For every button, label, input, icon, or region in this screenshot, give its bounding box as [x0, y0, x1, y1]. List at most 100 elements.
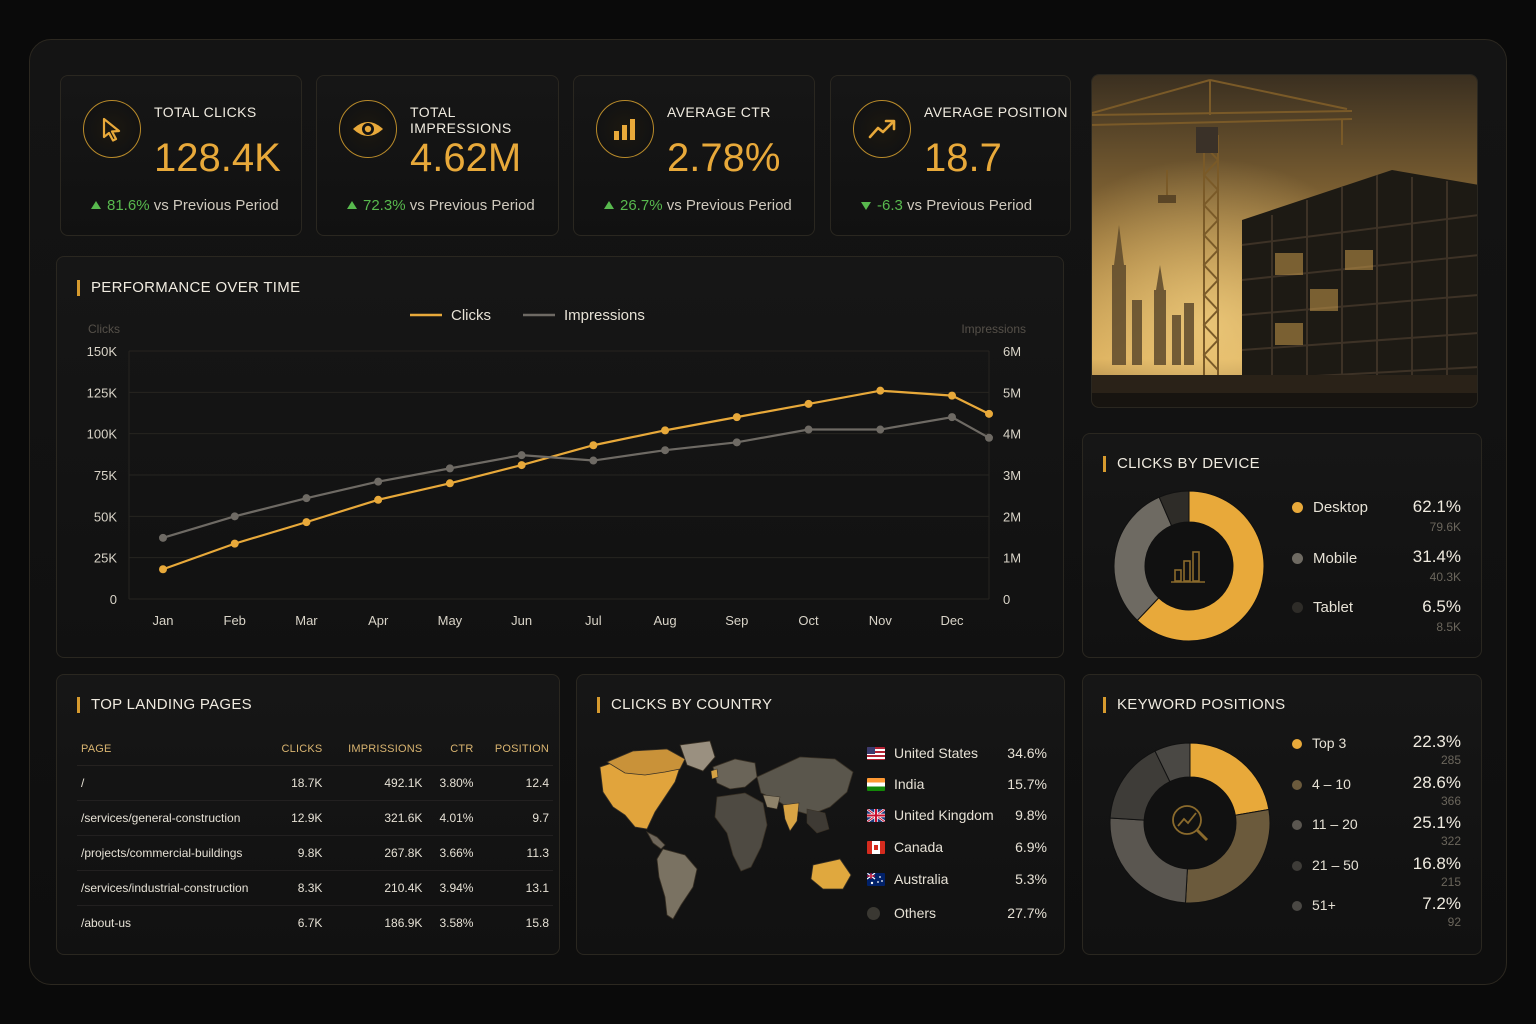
data-point-impressions[interactable]	[948, 413, 956, 422]
legend-impressions-label[interactable]: Impressions	[564, 307, 645, 324]
left-axis-caption: Clicks	[88, 322, 120, 336]
kpi-card-total-clicks[interactable]: TOTAL CLICKS 128.4K 81.6% vs Previous Pe…	[60, 75, 302, 236]
country-row-india[interactable]: India 15.7%	[867, 776, 1047, 792]
device-legend-desktop[interactable]: Desktop	[1292, 499, 1368, 516]
performance-title: PERFORMANCE OVER TIME	[77, 279, 300, 296]
keyword-legend-item[interactable]: 4 – 10	[1292, 776, 1351, 792]
keyword-positions-card: KEYWORD POSITIONS Top 3 22.3% 285 4 – 10 28.…	[1082, 674, 1482, 955]
page-path[interactable]: /about-us	[81, 916, 132, 931]
device-legend-tablet[interactable]: Tablet	[1292, 599, 1353, 616]
country-row-others[interactable]: Others 27.7%	[867, 905, 1047, 921]
table-row[interactable]: /about-us 6.7K 186.9K 3.58% 15.8	[77, 906, 553, 941]
data-point-clicks[interactable]	[985, 409, 993, 418]
device-donut-chart	[1113, 490, 1265, 642]
table-row[interactable]: / 18.7K 492.1K 3.80% 12.4	[77, 765, 553, 801]
australia-flag-icon	[867, 873, 885, 886]
column-header[interactable]: CTR	[426, 737, 478, 766]
device-card: CLICKS BY DEVICE Desktop 62.1% 79.6K Mob…	[1082, 433, 1482, 658]
map-india[interactable]	[782, 802, 800, 832]
data-point-impressions[interactable]	[159, 533, 167, 542]
construction-photo	[1091, 74, 1478, 408]
country-row-australia[interactable]: Australia 5.3%	[867, 871, 1047, 887]
data-point-impressions[interactable]	[302, 494, 311, 503]
legend-clicks-label[interactable]: Clicks	[451, 307, 491, 324]
data-point-impressions[interactable]	[589, 456, 598, 465]
keyword-legend-item[interactable]: Top 3	[1292, 735, 1346, 751]
data-point-impressions[interactable]	[517, 451, 526, 460]
data-point-impressions[interactable]	[876, 425, 885, 434]
data-point-clicks[interactable]	[661, 426, 670, 435]
page-path[interactable]: /services/industrial-construction	[77, 870, 267, 906]
y-tick-label-right: 2M	[1003, 509, 1021, 524]
data-point-clicks[interactable]	[948, 391, 956, 400]
globe-icon	[867, 907, 880, 920]
data-point-clicks[interactable]	[804, 399, 813, 408]
data-point-impressions[interactable]	[804, 425, 813, 434]
keyword-donut-chart	[1109, 742, 1271, 904]
kpi-label: AVERAGE CTR	[667, 104, 771, 120]
country-row-united-states[interactable]: United States 34.6%	[867, 745, 1047, 761]
column-header[interactable]: PAGE	[77, 737, 267, 766]
legend-dot	[1292, 553, 1303, 564]
kpi-delta: 26.7% vs Previous Period	[604, 197, 792, 214]
data-point-impressions[interactable]	[661, 446, 670, 455]
table-row[interactable]: /services/industrial-construction 8.3K 2…	[77, 870, 553, 906]
y-tick-label-left: 25K	[94, 551, 117, 566]
map-southeast-asia	[806, 808, 830, 834]
position-cell: 9.7	[477, 800, 553, 836]
position-cell: 12.4	[477, 765, 553, 801]
map-canada[interactable]	[606, 748, 686, 776]
keyword-pct: 7.2%	[1422, 894, 1461, 913]
kpi-card-average-ctr[interactable]: AVERAGE CTR 2.78% 26.7% vs Previous Peri…	[573, 75, 815, 236]
data-point-impressions[interactable]	[374, 477, 383, 486]
device-count: 40.3K	[1429, 570, 1461, 584]
impressions-cell: 210.4K	[326, 870, 427, 906]
data-point-impressions[interactable]	[445, 464, 454, 473]
data-point-clicks[interactable]	[517, 461, 526, 470]
data-point-clicks[interactable]	[589, 441, 598, 450]
data-point-impressions[interactable]	[732, 438, 741, 447]
column-header[interactable]: CLICKS	[267, 737, 327, 766]
device-legend-mobile[interactable]: Mobile	[1292, 550, 1357, 567]
kpi-card-total-impressions[interactable]: TOTAL IMPRESSIONS 4.62M 72.3% vs Previou…	[316, 75, 559, 236]
cursor-icon	[83, 100, 141, 158]
data-point-clicks[interactable]	[445, 479, 454, 488]
page-path[interactable]: /services/general-construction	[77, 800, 267, 836]
keyword-count: 366	[1440, 794, 1461, 808]
page-path[interactable]: /projects/commercial-buildings	[77, 835, 267, 871]
y-tick-label-left: 100K	[87, 427, 118, 442]
data-point-clicks[interactable]	[302, 518, 311, 527]
data-point-clicks[interactable]	[230, 539, 239, 548]
table-row[interactable]: /projects/commercial-buildings 9.8K 267.…	[77, 835, 553, 871]
country-row-united-kingdom[interactable]: United Kingdom 9.8%	[867, 807, 1047, 823]
keyword-legend-item[interactable]: 51+	[1292, 897, 1336, 913]
x-tick-label: Mar	[295, 613, 318, 628]
data-point-clicks[interactable]	[732, 413, 741, 422]
data-point-clicks[interactable]	[876, 386, 885, 395]
data-point-clicks[interactable]	[159, 565, 167, 574]
map-europe	[712, 758, 758, 790]
column-header[interactable]: POSITION	[477, 737, 553, 766]
series-line-impressions[interactable]	[162, 415, 990, 539]
country-row-canada[interactable]: Canada 6.9%	[867, 839, 1047, 855]
data-point-impressions[interactable]	[230, 512, 239, 521]
page-path[interactable]: /	[77, 765, 267, 801]
bar-chart-icon	[596, 100, 654, 158]
x-tick-label: Dec	[940, 613, 964, 628]
device-count: 79.6K	[1429, 520, 1461, 534]
keyword-legend-item[interactable]: 11 – 20	[1292, 816, 1358, 832]
data-point-clicks[interactable]	[374, 495, 383, 504]
ctr-cell: 4.01%	[426, 800, 478, 836]
kpi-card-average-position[interactable]: AVERAGE POSITION 18.7 -6.3 vs Previous P…	[830, 75, 1071, 236]
column-header[interactable]: IMPRISSIONS	[326, 737, 427, 766]
map-australia[interactable]	[810, 858, 852, 890]
trend-icon	[853, 100, 911, 158]
eye-icon	[339, 100, 397, 158]
series-line-clicks[interactable]	[162, 389, 990, 571]
table-row[interactable]: /services/general-construction 12.9K 321…	[77, 800, 553, 836]
data-point-impressions[interactable]	[985, 433, 993, 442]
keyword-range-label: 4 – 10	[1312, 776, 1351, 792]
keyword-legend-item[interactable]: 21 – 50	[1292, 857, 1359, 873]
map-uk[interactable]	[710, 768, 719, 780]
x-tick-label: Sep	[725, 613, 748, 628]
